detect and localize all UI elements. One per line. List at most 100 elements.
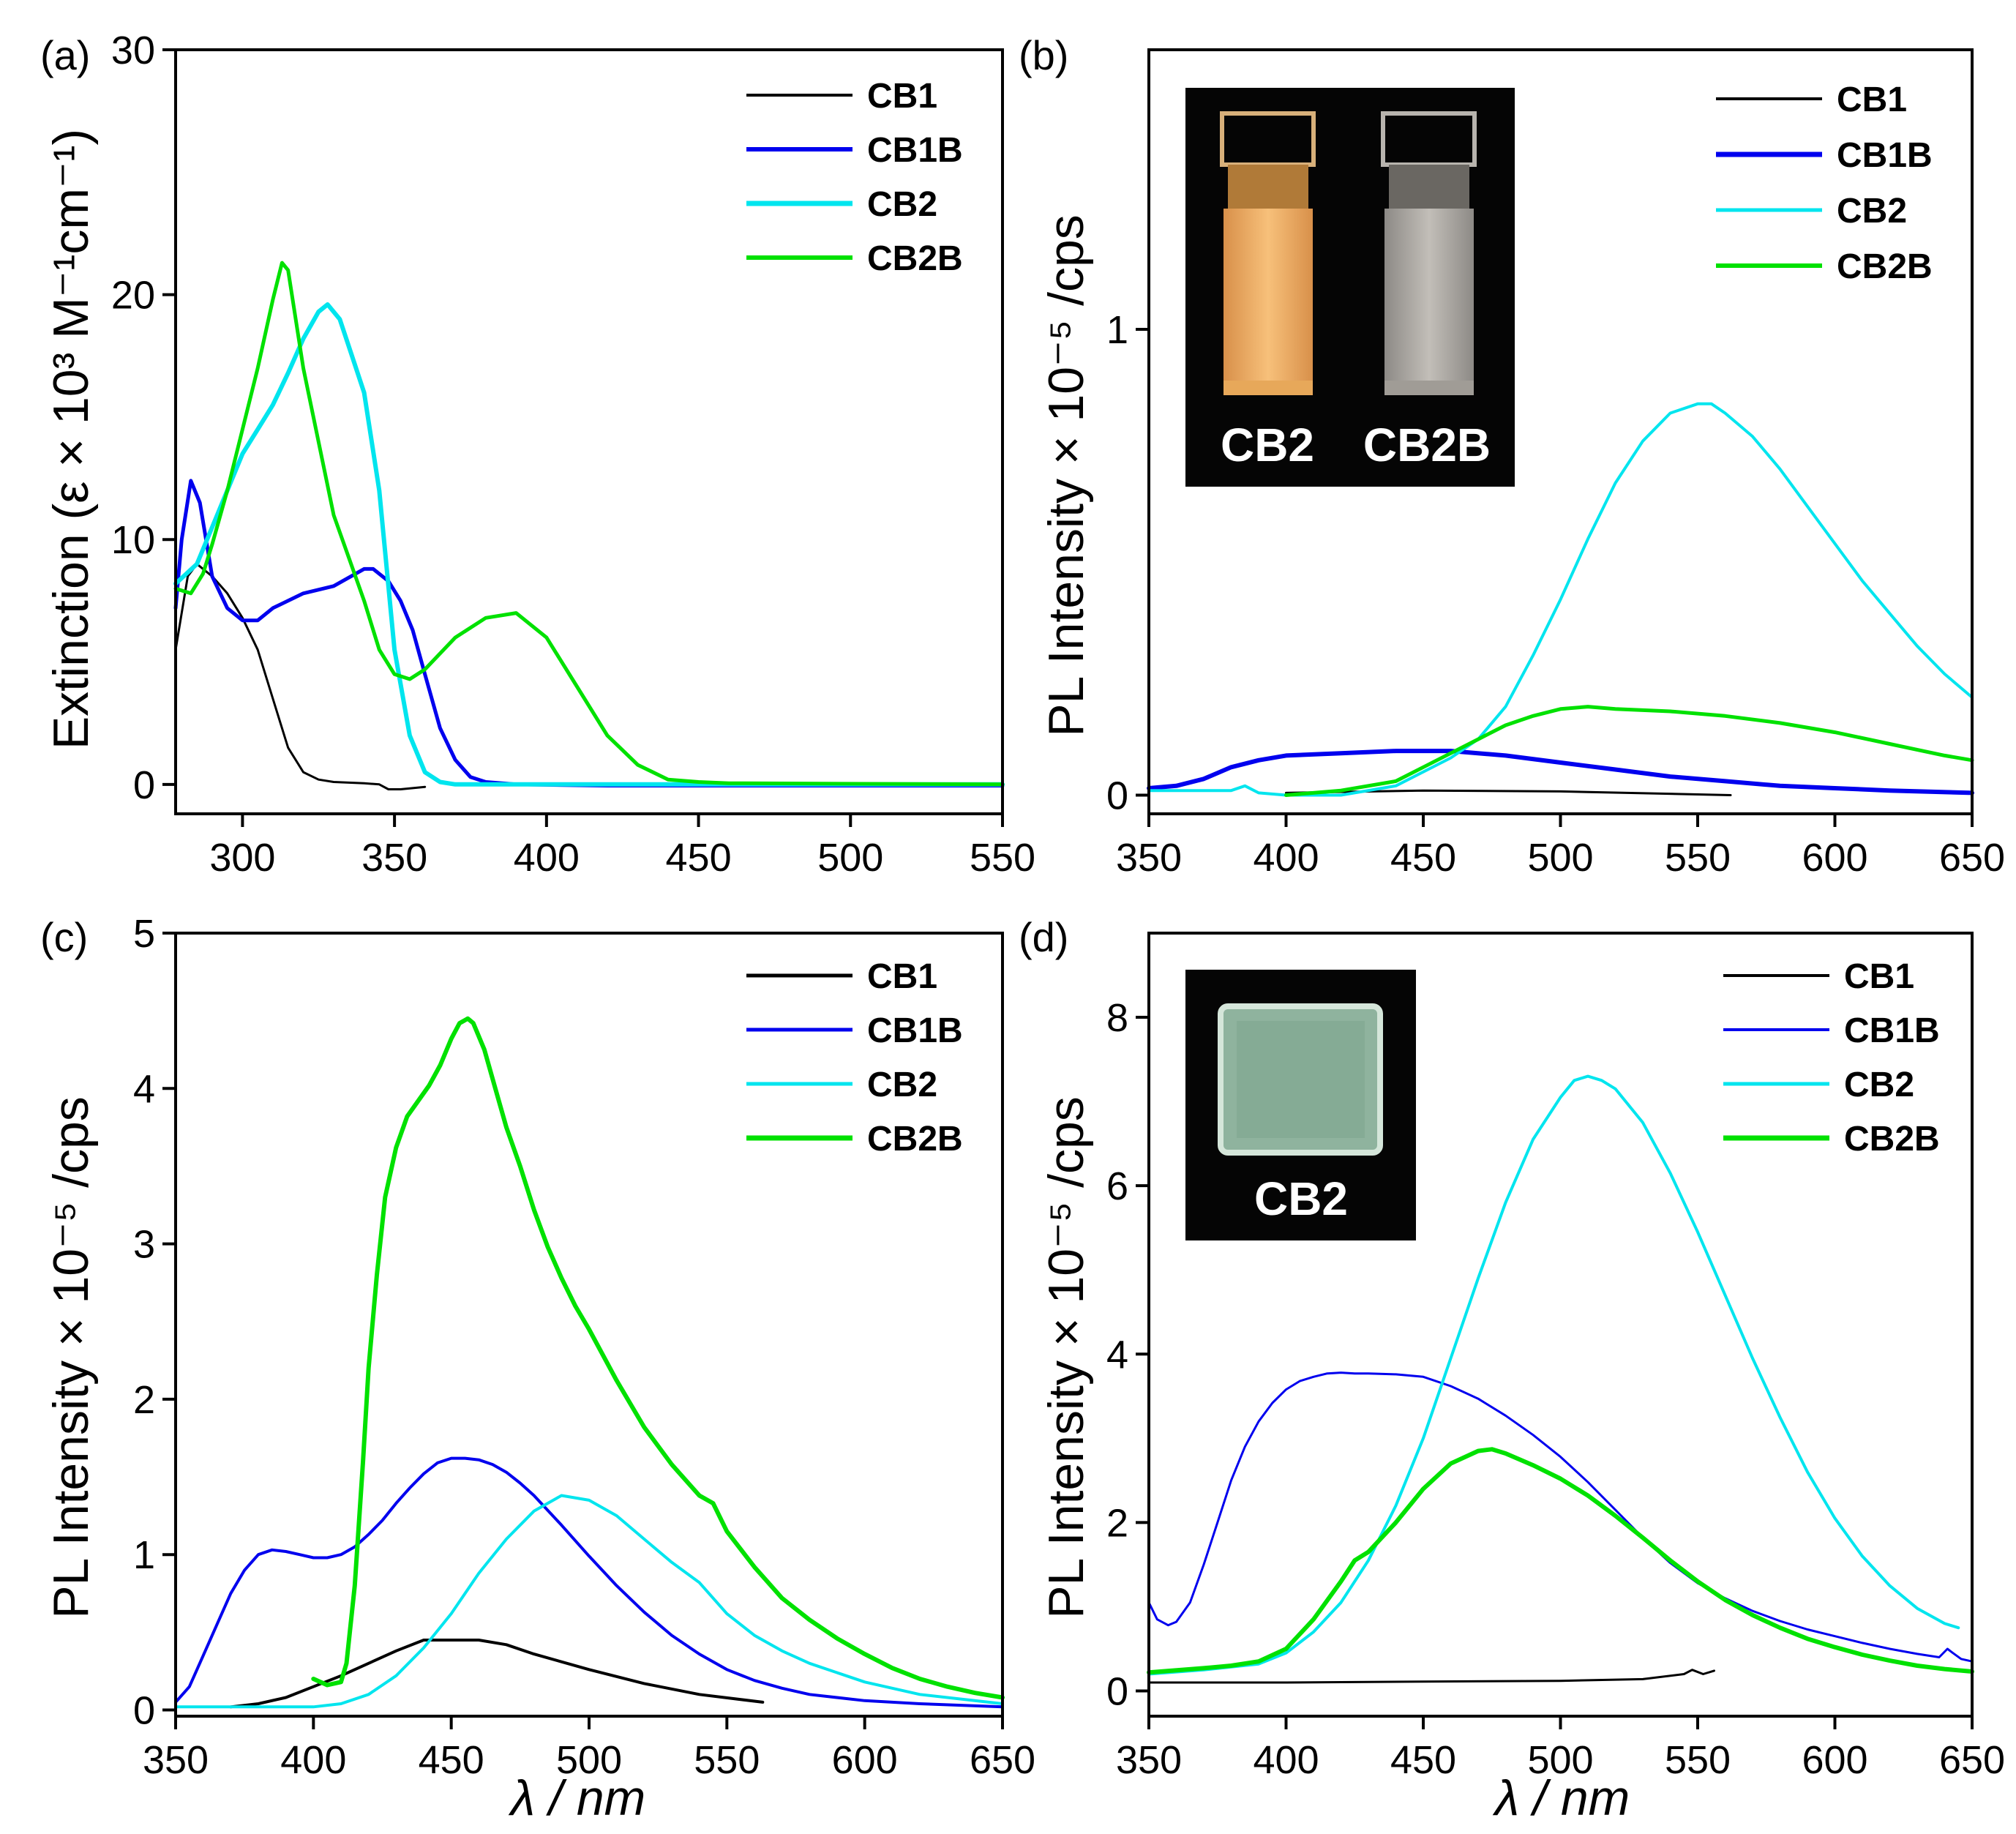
panel-b-x-tick-label: 350 xyxy=(1116,836,1182,880)
panel-a-x-tick-label: 450 xyxy=(666,836,732,880)
legend-label-cb1b: CB1B xyxy=(1844,1011,1940,1050)
panel-d-series-cb1b-line xyxy=(1147,1371,1974,1663)
panel-d-legend: CB1 CB1B CB2 CB2B xyxy=(1723,957,1940,1159)
panel-c-series-cb2-line xyxy=(174,1494,1004,1709)
panel-b-legend: CB1 CB1B CB2 CB2B xyxy=(1716,81,1933,286)
panel-d-x-tick-label: 350 xyxy=(1116,1738,1182,1782)
panel-a-y-tick-label: 10 xyxy=(111,518,155,562)
legend-label-cb2: CB2 xyxy=(867,185,937,224)
panel-a-legend: CB1 CB1B CB2 CB2B xyxy=(746,77,963,278)
panel-d-ticks: 350 400 450 500 550 600 650 0 2 4 6 8 xyxy=(1106,996,2005,1782)
legend-label-cb1: CB1 xyxy=(867,77,937,116)
panel-b-lines xyxy=(1147,402,1974,797)
panel-b-x-tick-label: 600 xyxy=(1802,836,1867,880)
panel-c-x-tick-label: 500 xyxy=(556,1738,622,1782)
legend-label-cb2: CB2 xyxy=(1844,1066,1914,1104)
panel-b-frame xyxy=(1147,48,1974,815)
panel-a-series-cb2b-line xyxy=(173,261,1005,787)
legend-label-cb1b: CB1B xyxy=(1837,136,1933,175)
panel-a-y-axis-label: Extinction (ε × 10³ M⁻¹cm⁻¹) xyxy=(43,129,99,749)
legend-label-cb2b: CB2B xyxy=(1837,247,1933,286)
panel-c-x-tick-label: 550 xyxy=(694,1738,760,1782)
panel-c-y-tick-label: 0 xyxy=(133,1689,155,1733)
panel-a-x-tick-label: 500 xyxy=(817,836,883,880)
panel-c-legend: CB1 CB1B CB2 CB2B xyxy=(746,957,963,1159)
panel-label-d: (d) xyxy=(1019,914,1068,960)
panel-c-y-tick-label: 5 xyxy=(133,912,155,956)
inset-b-label-cb2: CB2 xyxy=(1221,419,1314,471)
panel-d-x-axis-label: λ / nm xyxy=(1492,1770,1630,1826)
panel-b-y-tick-label: 0 xyxy=(1106,774,1128,818)
panel-c-y-tick-label: 1 xyxy=(133,1533,155,1577)
panel-a-x-tick-label: 300 xyxy=(209,836,275,880)
panel-a-x-tick-label: 550 xyxy=(970,836,1035,880)
legend-label-cb1b: CB1B xyxy=(867,1011,963,1050)
legend-label-cb2b: CB2B xyxy=(867,239,963,278)
panel-d-y-tick-label: 4 xyxy=(1106,1333,1128,1377)
panel-d-x-tick-label: 600 xyxy=(1802,1738,1867,1782)
panel-c-ticks: 350 400 450 500 550 600 650 0 1 2 3 4 5 xyxy=(133,912,1035,1782)
panel-b-y-tick-label: 1 xyxy=(1106,308,1128,352)
panel-a-series-cb1-line xyxy=(174,563,427,790)
panel-b-pl-solution: (b) 350 400 450 500 550 600 650 0 1 PL Intensity… xyxy=(1019,32,2005,880)
panel-d-y-tick-label: 8 xyxy=(1106,996,1128,1040)
panel-d-x-tick-label: 400 xyxy=(1253,1738,1319,1782)
panel-b-inset-photo: CB2 CB2B xyxy=(1185,88,1515,487)
panel-c-pl: (c) 350 400 450 500 550 600 650 0 1 2 3 4 5 PL Inten… xyxy=(40,912,1035,1826)
legend-label-cb1: CB1 xyxy=(867,957,937,996)
legend-label-cb2b: CB2B xyxy=(867,1120,963,1159)
panel-b-x-tick-label: 550 xyxy=(1665,836,1731,880)
inset-d-label-cb2: CB2 xyxy=(1254,1172,1348,1225)
panel-b-ticks: 350 400 450 500 550 600 650 0 1 xyxy=(1106,308,2005,880)
panel-a-x-tick-label: 350 xyxy=(361,836,427,880)
panel-a-frame xyxy=(174,48,1004,815)
panel-a-x-tick-label: 400 xyxy=(514,836,580,880)
panel-d-x-tick-label: 450 xyxy=(1390,1738,1456,1782)
legend-label-cb1: CB1 xyxy=(1837,81,1907,119)
panel-b-y-axis-label: PL Intensity × 10⁻⁵ /cps xyxy=(1038,214,1094,737)
panel-c-x-axis-label: λ / nm xyxy=(508,1770,646,1826)
panel-b-x-tick-label: 450 xyxy=(1390,836,1456,880)
panel-d-series-cb2-line xyxy=(1147,1074,1960,1676)
legend-label-cb1: CB1 xyxy=(1844,957,1914,996)
panel-a-y-tick-label: 0 xyxy=(133,763,155,807)
panel-d-y-tick-label: 0 xyxy=(1106,1669,1128,1713)
panel-c-series-cb1-line xyxy=(229,1639,765,1709)
panel-c-series-cb2b-line xyxy=(311,1016,1005,1700)
panel-label-a: (a) xyxy=(40,32,90,78)
panel-d-pl-film: (d) 350 400 450 500 550 600 650 0 2 4 6 8 PL Intens… xyxy=(1019,914,2005,1826)
panel-b-x-tick-label: 400 xyxy=(1253,836,1319,880)
panel-d-x-tick-label: 500 xyxy=(1527,1738,1593,1782)
panel-b-series-cb2b-line xyxy=(1284,705,1974,797)
panel-c-x-tick-label: 600 xyxy=(832,1738,898,1782)
panel-d-series-cb1-line xyxy=(1147,1669,1715,1684)
legend-label-cb2: CB2 xyxy=(1837,192,1907,231)
legend-label-cb2: CB2 xyxy=(867,1066,937,1104)
panel-a-ticks: 300 350 400 450 500 550 0 10 20 30 xyxy=(111,29,1035,880)
panel-d-inset-photo: CB2 xyxy=(1185,970,1416,1240)
panel-c-y-tick-label: 3 xyxy=(133,1223,155,1267)
panel-c-frame xyxy=(174,932,1004,1718)
panel-a-y-tick-label: 20 xyxy=(111,274,155,318)
panel-c-series-cb1b-line xyxy=(174,1456,1004,1709)
legend-label-cb1b: CB1B xyxy=(867,131,963,170)
panel-c-x-tick-label: 450 xyxy=(419,1738,484,1782)
panel-b-x-tick-label: 500 xyxy=(1527,836,1593,880)
panel-a-lines xyxy=(173,261,1005,790)
film-sample-center xyxy=(1237,1021,1365,1138)
panel-c-y-tick-label: 4 xyxy=(133,1067,155,1111)
legend-label-cb2b: CB2B xyxy=(1844,1120,1940,1159)
panel-d-y-axis-label: PL Intensity × 10⁻⁵ /cps xyxy=(1038,1096,1094,1619)
panel-c-x-tick-label: 400 xyxy=(280,1738,346,1782)
panel-a-series-cb2-line xyxy=(173,302,1005,787)
panel-d-series-cb2b-line xyxy=(1147,1447,1974,1675)
cuvette-cb2 xyxy=(1220,111,1316,395)
panel-label-c: (c) xyxy=(40,914,88,960)
panel-c-lines xyxy=(174,1016,1005,1709)
panel-d-x-tick-label: 550 xyxy=(1665,1738,1731,1782)
inset-b-label-cb2b: CB2B xyxy=(1363,419,1491,471)
panel-a-extinction: (a) 300 350 400 450 500 550 0 10 20 30 Extinction… xyxy=(40,29,1035,880)
panel-c-y-axis-label: PL Intensity × 10⁻⁵ /cps xyxy=(43,1096,99,1619)
panel-d-frame xyxy=(1147,932,1974,1718)
